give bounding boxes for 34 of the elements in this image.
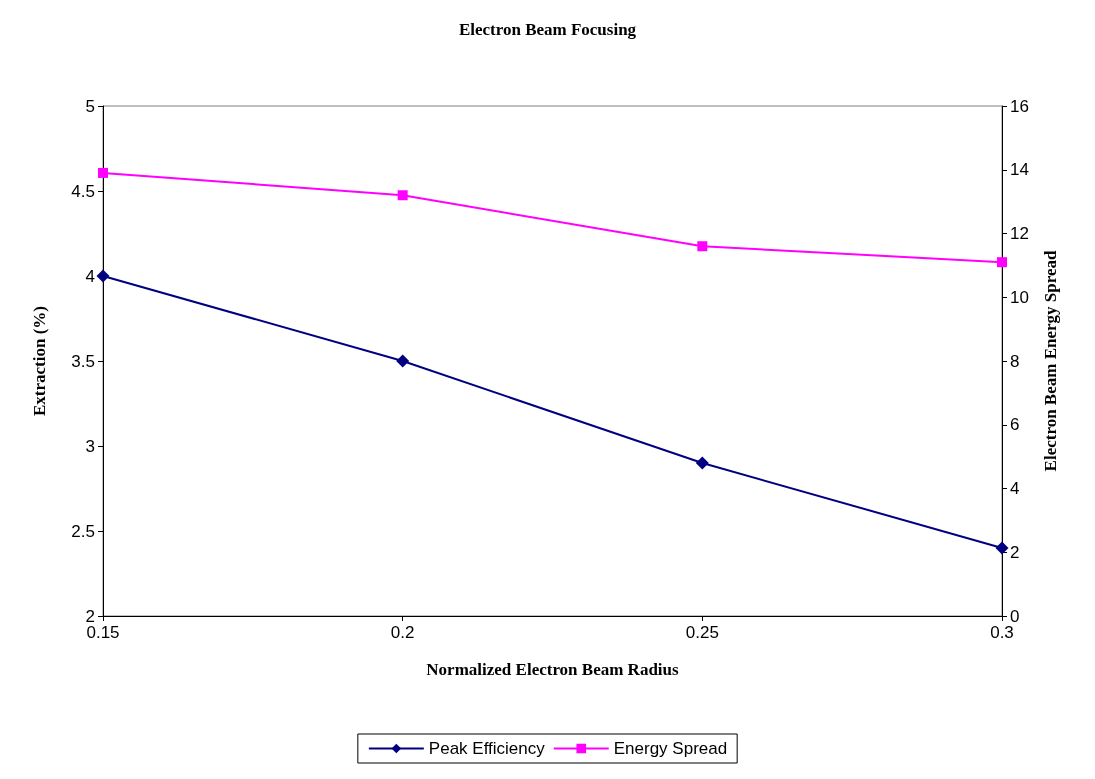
y2-axis-title: Electron Beam Energy Spread (1041, 250, 1060, 472)
point (397, 190, 408, 201)
x-tick-label: 0.25 (685, 623, 719, 642)
y2-tick-label: 2 (1010, 542, 1020, 562)
point (697, 241, 708, 252)
x-tick-label: 0.2 (390, 623, 415, 642)
y2-tick-label: 6 (1010, 415, 1020, 435)
point (98, 167, 108, 178)
y-axis-title: Extraction (%) (30, 305, 49, 417)
y2-tick-label: 8 (1010, 351, 1020, 371)
y2-tick-label: 10 (1010, 287, 1029, 307)
y-tick-label: 2 (85, 606, 95, 626)
x-axis-title: Normalized Electron Beam Radius (426, 660, 680, 679)
y-tick-label: 3.5 (71, 351, 95, 371)
y2-tick-label: 12 (1010, 224, 1029, 243)
legend-label: Energy Spread (613, 739, 728, 758)
legend-label: Peak Efficiency (428, 739, 546, 758)
y-tick-label: 4.5 (71, 181, 95, 201)
point (995, 541, 1009, 555)
point (96, 269, 110, 283)
y2-tick-label: 16 (1010, 96, 1029, 116)
point (396, 354, 410, 368)
x-tick-label: 0.15 (86, 623, 120, 642)
chart-title: Electron Beam Focusing (458, 20, 637, 39)
point (695, 456, 709, 470)
y-tick-label: 3 (85, 436, 95, 456)
y-tick-label: 2.5 (71, 521, 95, 541)
y2-tick-label: 0 (1010, 606, 1020, 626)
y-tick-label: 4 (85, 266, 95, 286)
y2-tick-label: 4 (1010, 479, 1020, 498)
y2-tick-label: 14 (1010, 160, 1029, 180)
y-tick-label: 5 (85, 96, 95, 116)
point (997, 257, 1007, 268)
x-tick-label: 0.3 (990, 623, 1014, 642)
